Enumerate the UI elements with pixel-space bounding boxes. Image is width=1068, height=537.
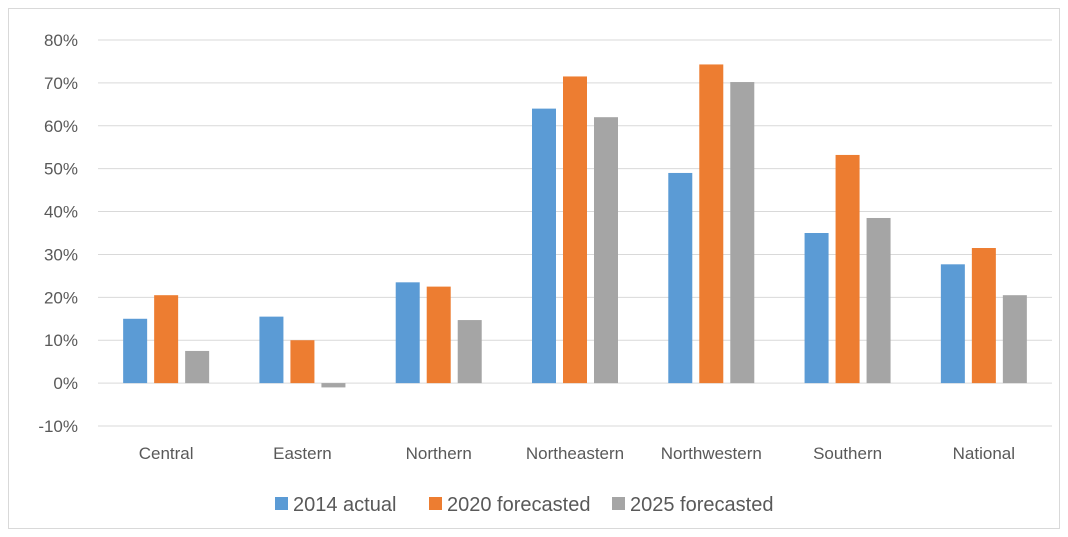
bar [940,264,965,384]
y-tick-label: -10% [38,417,78,436]
bar [426,286,451,384]
bar [699,64,724,384]
bar [730,82,755,384]
y-tick-label: 20% [44,288,78,307]
bar [563,76,587,384]
y-tick-label: 50% [44,160,78,179]
x-tick-label: Eastern [273,444,332,463]
bar [395,282,420,384]
bar [185,350,210,384]
bar [1002,295,1027,384]
legend-swatch [612,497,625,510]
legend-swatch [275,497,288,510]
x-tick-label: Northeastern [526,444,624,463]
x-tick-label: Northern [406,444,472,463]
bar [804,233,829,384]
legend-label: 2025 forecasted [630,494,773,516]
x-tick-label: Northwestern [661,444,762,463]
bar [154,295,179,384]
y-tick-label: 10% [44,331,78,350]
legend-label: 2014 actual [293,494,396,516]
y-tick-label: 80% [44,31,78,50]
x-tick-label: Central [139,444,194,463]
bar [290,340,315,384]
bar [123,318,148,384]
bar [971,248,996,384]
bar [835,154,860,384]
bar [321,383,346,388]
bar [457,320,482,384]
legend-label: 2020 forecasted [447,494,590,516]
x-tick-label: Southern [813,444,882,463]
bar [668,172,693,384]
legend-swatch [429,497,442,510]
bar [259,316,284,384]
bar [594,117,618,384]
y-tick-label: 70% [44,74,78,93]
y-tick-label: 0% [53,374,78,393]
x-tick-label: National [953,444,1015,463]
y-tick-label: 40% [44,203,78,222]
y-tick-label: 60% [44,117,78,136]
bar [532,108,556,384]
bar [866,217,891,384]
y-tick-label: 30% [44,245,78,264]
